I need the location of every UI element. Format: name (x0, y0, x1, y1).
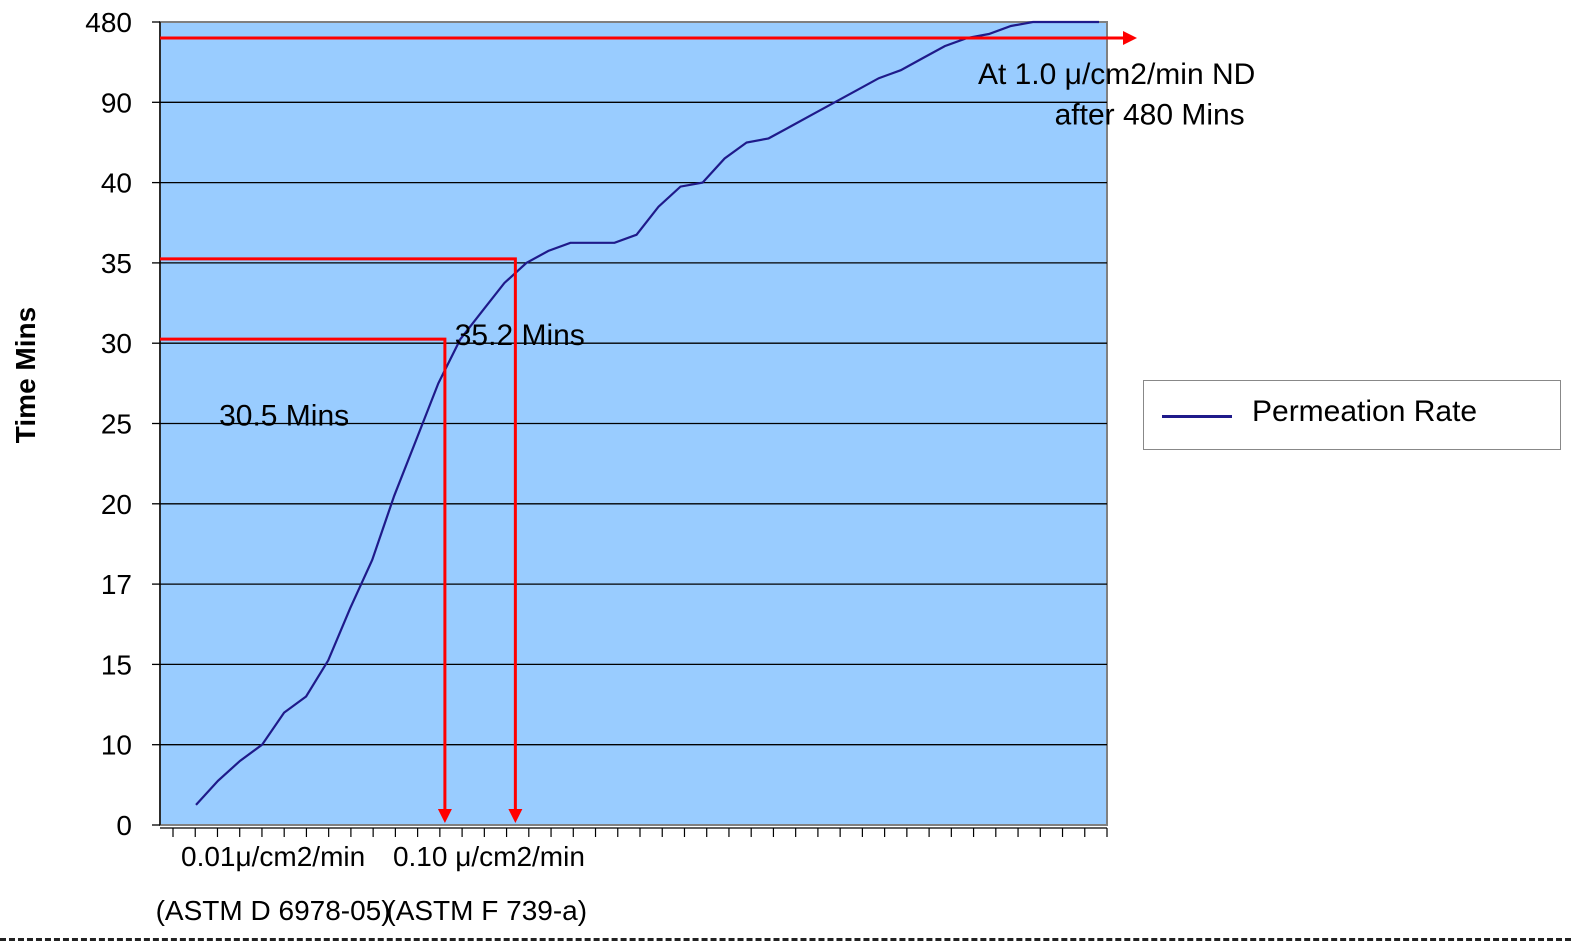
legend-label-permeation-rate: Permeation Rate (1252, 395, 1478, 428)
x-tick-label: (ASTM D 6978-05) (156, 895, 391, 926)
y-tick-label: 20 (101, 489, 132, 520)
y-axis-title: Time Mins (10, 307, 41, 443)
legend: Permeation Rate (1143, 380, 1561, 450)
x-tick-label: 0.01μ/cm2/min (181, 841, 365, 872)
marker-line (160, 257, 517, 815)
marker-arrowhead (508, 809, 523, 823)
legend-swatch-permeation-rate (1162, 415, 1232, 418)
y-tick-label: 10 (101, 730, 132, 761)
y-tick-label: 35 (101, 248, 132, 279)
y-tick-label: 30 (101, 328, 132, 359)
footer-divider (0, 938, 1571, 941)
annotation-label: after 480 Mins (1055, 98, 1245, 131)
annotation-layer: 30.5 Mins 35.2 Mins At 1.0 μ/cm2/min ND aft… (219, 58, 1255, 432)
y-tick-label: 480 (85, 7, 132, 38)
y-tick-label: 40 (101, 168, 132, 199)
x-tick-label: 0.10 μ/cm2/min (393, 841, 585, 872)
x-tick-label: (ASTM F 739-a) (386, 895, 587, 926)
x-axis-ticks: 0.01μ/cm2/min 0.10 μ/cm2/min(ASTM D 6978-… (156, 827, 1108, 926)
grid-lines (160, 101, 1107, 746)
marker-line (160, 337, 447, 815)
y-tick-label: 90 (101, 87, 132, 118)
marker-arrowhead (1123, 31, 1137, 46)
y-tick-label: 15 (101, 649, 132, 680)
y-axis-ticks: 0 10 15 17 20 25 30 35 40 90 480 (85, 7, 161, 841)
marker-arrowhead (437, 809, 452, 823)
marker-layer (160, 31, 1137, 823)
annotation-label: 30.5 Mins (219, 399, 349, 432)
annotation-label: At 1.0 μ/cm2/min ND (978, 58, 1255, 91)
y-tick-label: 0 (116, 810, 132, 841)
y-tick-label: 25 (101, 409, 132, 440)
series-line (195, 20, 1099, 806)
series-layer (195, 20, 1100, 806)
annotation-label: 35.2 Mins (455, 319, 585, 352)
y-tick-label: 17 (101, 569, 132, 600)
